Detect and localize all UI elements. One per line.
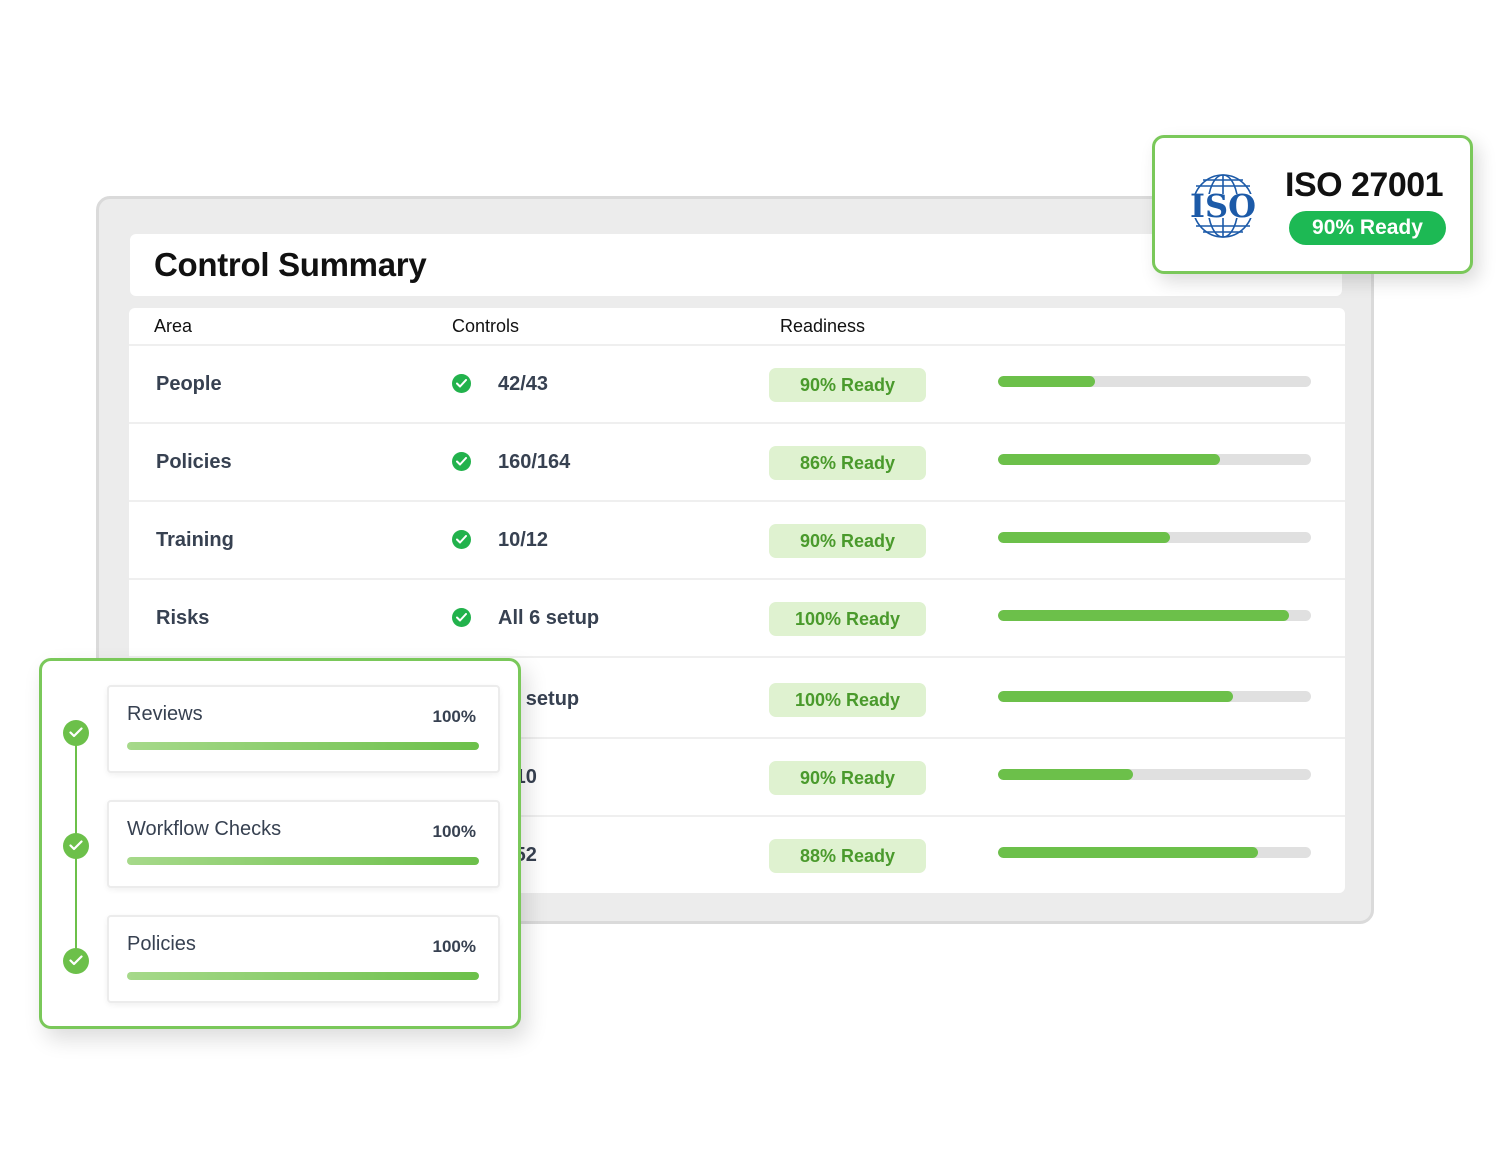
readiness-progress-bar bbox=[998, 610, 1311, 621]
checklist-item-percent: 100% bbox=[432, 707, 476, 726]
row-area: People bbox=[156, 373, 222, 395]
iso-logo-text: ISO bbox=[1190, 187, 1256, 225]
column-header-controls[interactable]: Controls bbox=[452, 316, 520, 336]
iso-globe-logo: ISO bbox=[1185, 174, 1261, 238]
progress-fill bbox=[998, 847, 1258, 858]
row-area: Risks bbox=[156, 607, 210, 629]
row-area: Training bbox=[156, 529, 234, 551]
check-circle-icon bbox=[452, 530, 471, 549]
checklist-item[interactable]: Policies 100% bbox=[107, 915, 500, 1003]
title-card: Control Summary bbox=[130, 234, 1342, 296]
readiness-badge: 88% Ready bbox=[769, 839, 926, 873]
checklist-progress-bar bbox=[127, 972, 479, 980]
row-controls: 10/12 bbox=[498, 529, 549, 551]
table-row[interactable]: People 42/43 90% Ready bbox=[129, 346, 1345, 424]
readiness-badge: 90% Ready bbox=[769, 368, 926, 402]
checklist-card: Reviews 100% Workflow Checks 100% Policies 10… bbox=[39, 658, 521, 1029]
progress-fill bbox=[998, 454, 1221, 465]
row-controls: All 6 setup bbox=[498, 607, 600, 629]
table-row[interactable]: Training 10/12 90% Ready bbox=[129, 502, 1345, 580]
table-row[interactable]: 3/5288% Ready bbox=[129, 817, 1345, 893]
page-title: Control Summary bbox=[154, 246, 427, 283]
checklist-item-percent: 100% bbox=[432, 937, 476, 956]
check-circle-icon bbox=[63, 720, 89, 746]
column-header-readiness[interactable]: Readiness bbox=[780, 316, 866, 336]
iso-standard-title: ISO 27001 bbox=[1285, 166, 1444, 204]
table-row[interactable]: Policies 160/164 86% Ready bbox=[129, 424, 1345, 502]
readiness-badge: 100% Ready bbox=[769, 683, 926, 717]
readiness-progress-bar bbox=[998, 532, 1311, 543]
checklist-item[interactable]: Workflow Checks 100% bbox=[107, 800, 500, 888]
column-header-area[interactable]: Area bbox=[154, 316, 193, 336]
readiness-progress-bar bbox=[998, 454, 1311, 465]
row-area: Policies bbox=[156, 451, 232, 473]
checklist-item-percent: 100% bbox=[432, 822, 476, 841]
iso-certification-card[interactable]: ISO ISO 27001 90% Ready bbox=[1152, 135, 1473, 274]
checklist-item-label: Workflow Checks bbox=[127, 818, 282, 840]
readiness-progress-bar bbox=[998, 769, 1311, 780]
progress-fill bbox=[998, 769, 1133, 780]
readiness-badge: 86% Ready bbox=[769, 446, 926, 480]
check-circle-icon bbox=[452, 374, 471, 393]
progress-fill bbox=[998, 691, 1233, 702]
table-row[interactable]: Risks All 6 setup 100% Ready bbox=[129, 580, 1345, 658]
readiness-badge: 90% Ready bbox=[769, 761, 926, 795]
table-row[interactable]: 3/1090% Ready bbox=[129, 739, 1345, 817]
readiness-progress-bar bbox=[998, 691, 1311, 702]
readiness-badge: 100% Ready bbox=[769, 602, 926, 636]
checklist-item-label: Reviews bbox=[127, 703, 203, 725]
check-circle-icon bbox=[63, 948, 89, 974]
row-controls: 42/43 bbox=[498, 373, 549, 395]
progress-fill bbox=[998, 610, 1290, 621]
checklist-progress-bar bbox=[127, 742, 479, 750]
readiness-progress-bar bbox=[998, 376, 1311, 387]
readiness-badge: 90% Ready bbox=[769, 524, 926, 558]
table-header: Area Controls Readiness bbox=[129, 308, 1345, 346]
progress-fill bbox=[998, 532, 1171, 543]
checklist-item-label: Policies bbox=[127, 933, 196, 955]
progress-fill bbox=[998, 376, 1096, 387]
check-circle-icon bbox=[452, 452, 471, 471]
checklist-item[interactable]: Reviews 100% bbox=[107, 685, 500, 773]
row-controls: 160/164 bbox=[498, 451, 571, 473]
iso-status-badge: 90% Ready bbox=[1289, 211, 1446, 245]
readiness-progress-bar bbox=[998, 847, 1311, 858]
check-circle-icon bbox=[452, 608, 471, 627]
checklist-progress-bar bbox=[127, 857, 479, 865]
check-circle-icon bbox=[63, 833, 89, 859]
table-row[interactable]: 18 setup 100% Ready bbox=[129, 661, 1345, 739]
